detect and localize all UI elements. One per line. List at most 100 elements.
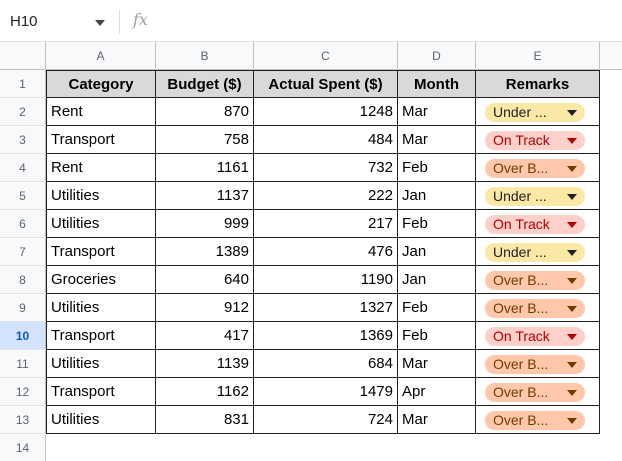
cell-budget[interactable]: 758 xyxy=(156,126,254,154)
cell-remarks[interactable]: Over B... xyxy=(476,294,600,322)
header-cell-budget[interactable]: Budget ($) xyxy=(156,70,254,98)
cell-month[interactable]: Jan xyxy=(398,182,476,210)
row-header-6[interactable]: 6 xyxy=(0,210,46,238)
row-header-7[interactable]: 7 xyxy=(0,238,46,266)
cell-actual[interactable]: 484 xyxy=(254,126,398,154)
cell-category[interactable]: Transport xyxy=(46,126,156,154)
cell-budget[interactable]: 870 xyxy=(156,98,254,126)
cell-month[interactable]: Mar xyxy=(398,98,476,126)
row-header-12[interactable]: 12 xyxy=(0,378,46,406)
status-dropdown-chip[interactable]: Under ... xyxy=(485,243,585,262)
row-header-11[interactable]: 11 xyxy=(0,350,46,378)
cell-budget[interactable]: 1139 xyxy=(156,350,254,378)
cell-actual[interactable]: 217 xyxy=(254,210,398,238)
cell-month[interactable]: Mar xyxy=(398,350,476,378)
header-cell-month[interactable]: Month xyxy=(398,70,476,98)
caret-down-icon[interactable] xyxy=(567,418,577,424)
chevron-down-icon[interactable] xyxy=(95,20,105,26)
caret-down-icon[interactable] xyxy=(567,110,577,116)
cell-month[interactable]: Feb xyxy=(398,210,476,238)
status-dropdown-chip[interactable]: On Track xyxy=(485,327,585,346)
cell-category[interactable]: Utilities xyxy=(46,210,156,238)
caret-down-icon[interactable] xyxy=(567,138,577,144)
cell-actual[interactable]: 684 xyxy=(254,350,398,378)
row-header-9[interactable]: 9 xyxy=(0,294,46,322)
cell-category[interactable]: Transport xyxy=(46,238,156,266)
header-cell-category[interactable]: Category xyxy=(46,70,156,98)
status-dropdown-chip[interactable]: Over B... xyxy=(485,271,585,290)
cell-budget[interactable]: 1162 xyxy=(156,378,254,406)
status-dropdown-chip[interactable]: Over B... xyxy=(485,355,585,374)
cell-budget[interactable]: 912 xyxy=(156,294,254,322)
caret-down-icon[interactable] xyxy=(567,222,577,228)
cell-month[interactable]: Feb xyxy=(398,322,476,350)
caret-down-icon[interactable] xyxy=(567,166,577,172)
cell-remarks[interactable]: On Track xyxy=(476,322,600,350)
cell-budget[interactable]: 999 xyxy=(156,210,254,238)
cell-remarks[interactable]: Over B... xyxy=(476,350,600,378)
cell-actual[interactable]: 1369 xyxy=(254,322,398,350)
header-cell-remarks[interactable]: Remarks xyxy=(476,70,600,98)
status-dropdown-chip[interactable]: Over B... xyxy=(485,299,585,318)
cell-actual[interactable]: 724 xyxy=(254,406,398,434)
row-header-1[interactable]: 1 xyxy=(0,70,46,98)
cell-budget[interactable]: 640 xyxy=(156,266,254,294)
cell-category[interactable]: Utilities xyxy=(46,294,156,322)
cell-category[interactable]: Utilities xyxy=(46,406,156,434)
cell-remarks[interactable]: Over B... xyxy=(476,266,600,294)
status-dropdown-chip[interactable]: On Track xyxy=(485,215,585,234)
status-dropdown-chip[interactable]: On Track xyxy=(485,131,585,150)
cell-actual[interactable]: 732 xyxy=(254,154,398,182)
cell-budget[interactable]: 1137 xyxy=(156,182,254,210)
cell-month[interactable]: Feb xyxy=(398,154,476,182)
column-header-f[interactable] xyxy=(600,42,622,70)
cell-category[interactable]: Utilities xyxy=(46,350,156,378)
cell-category[interactable]: Transport xyxy=(46,378,156,406)
row-header-8[interactable]: 8 xyxy=(0,266,46,294)
column-header-d[interactable]: D xyxy=(398,42,476,70)
caret-down-icon[interactable] xyxy=(567,250,577,256)
row-header-4[interactable]: 4 xyxy=(0,154,46,182)
cell-remarks[interactable]: Over B... xyxy=(476,406,600,434)
formula-input[interactable] xyxy=(165,10,615,34)
row-header-14[interactable]: 14 xyxy=(0,434,46,461)
cell-actual[interactable]: 1190 xyxy=(254,266,398,294)
row-header-10[interactable]: 10 xyxy=(0,322,46,350)
cell-month[interactable]: Feb xyxy=(398,294,476,322)
status-dropdown-chip[interactable]: Under ... xyxy=(485,103,585,122)
column-header-e[interactable]: E xyxy=(476,42,600,70)
row-header-2[interactable]: 2 xyxy=(0,98,46,126)
cell-month[interactable]: Jan xyxy=(398,238,476,266)
status-dropdown-chip[interactable]: Over B... xyxy=(485,159,585,178)
select-all-corner[interactable] xyxy=(0,42,46,70)
cell-month[interactable]: Mar xyxy=(398,406,476,434)
cell-category[interactable]: Utilities xyxy=(46,182,156,210)
cell-remarks[interactable]: Under ... xyxy=(476,238,600,266)
caret-down-icon[interactable] xyxy=(567,334,577,340)
cell-actual[interactable]: 1248 xyxy=(254,98,398,126)
cell-month[interactable]: Apr xyxy=(398,378,476,406)
status-dropdown-chip[interactable]: Over B... xyxy=(485,411,585,430)
cell-category[interactable]: Rent xyxy=(46,154,156,182)
caret-down-icon[interactable] xyxy=(567,306,577,312)
cell-budget[interactable]: 831 xyxy=(156,406,254,434)
cell-actual[interactable]: 1327 xyxy=(254,294,398,322)
cell-category[interactable]: Rent xyxy=(46,98,156,126)
name-box[interactable]: H10 xyxy=(10,13,38,30)
caret-down-icon[interactable] xyxy=(567,362,577,368)
cell-actual[interactable]: 1479 xyxy=(254,378,398,406)
column-header-a[interactable]: A xyxy=(46,42,156,70)
status-dropdown-chip[interactable]: Under ... xyxy=(485,187,585,206)
cell-actual[interactable]: 476 xyxy=(254,238,398,266)
cell-actual[interactable]: 222 xyxy=(254,182,398,210)
cell-remarks[interactable]: On Track xyxy=(476,126,600,154)
row-header-3[interactable]: 3 xyxy=(0,126,46,154)
caret-down-icon[interactable] xyxy=(567,390,577,396)
cell-remarks[interactable]: Under ... xyxy=(476,98,600,126)
cell-budget[interactable]: 1161 xyxy=(156,154,254,182)
cell-month[interactable]: Mar xyxy=(398,126,476,154)
cell-category[interactable]: Transport xyxy=(46,322,156,350)
cell-remarks[interactable]: Over B... xyxy=(476,154,600,182)
cell-budget[interactable]: 417 xyxy=(156,322,254,350)
caret-down-icon[interactable] xyxy=(567,194,577,200)
